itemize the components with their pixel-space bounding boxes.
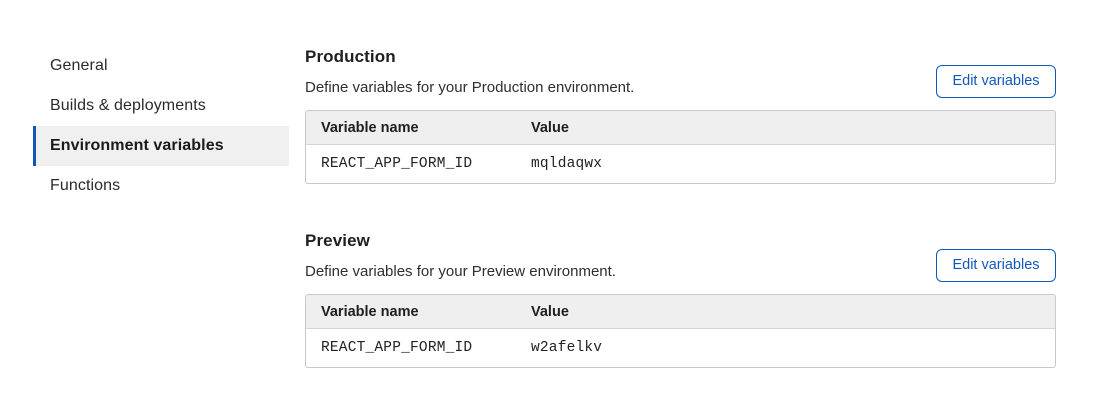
production-section-header: Production Define variables for your Pro… — [305, 46, 1056, 98]
column-header-variable-name: Variable name — [321, 303, 419, 320]
cell-variable-value: mqldaqwx — [531, 156, 603, 172]
section-title: Preview — [305, 231, 370, 250]
preview-variables-table: Variable name Value REACT_APP_FORM_ID w2… — [305, 294, 1056, 368]
table-header-row: Variable name Value — [306, 111, 1055, 145]
edit-variables-button-production[interactable]: Edit variables — [936, 65, 1056, 98]
cell-variable-name: REACT_APP_FORM_ID — [321, 340, 473, 356]
sidebar-item-label: General — [50, 57, 108, 74]
sidebar-item-label: Environment variables — [50, 137, 224, 154]
sidebar-item-label: Builds & deployments — [50, 97, 206, 114]
section-description: Define variables for your Preview enviro… — [305, 263, 616, 280]
sidebar-item-functions[interactable]: Functions — [33, 166, 289, 206]
table-row[interactable]: REACT_APP_FORM_ID w2afelkv — [306, 329, 1055, 367]
cell-variable-value: w2afelkv — [531, 340, 603, 356]
column-header-variable-name: Variable name — [321, 119, 419, 136]
sidebar-item-environment-variables[interactable]: Environment variables — [33, 126, 289, 166]
table-header-row: Variable name Value — [306, 295, 1055, 329]
column-header-value: Value — [531, 119, 569, 136]
production-variables-table: Variable name Value REACT_APP_FORM_ID mq… — [305, 110, 1056, 184]
edit-variables-button-preview[interactable]: Edit variables — [936, 249, 1056, 282]
production-section: Production Define variables for your Pro… — [305, 46, 1056, 184]
sidebar-item-builds-and-deployments[interactable]: Builds & deployments — [33, 86, 289, 126]
sidebar-item-general[interactable]: General — [33, 46, 289, 86]
preview-section-header: Preview Define variables for your Previe… — [305, 230, 1056, 282]
sidebar-item-label: Functions — [50, 177, 121, 194]
settings-sidebar: General Builds & deployments Environment… — [33, 46, 289, 206]
preview-section: Preview Define variables for your Previe… — [305, 230, 1056, 368]
settings-content: Production Define variables for your Pro… — [305, 46, 1056, 368]
section-title: Production — [305, 47, 396, 66]
table-row[interactable]: REACT_APP_FORM_ID mqldaqwx — [306, 145, 1055, 183]
column-header-value: Value — [531, 303, 569, 320]
section-description: Define variables for your Production env… — [305, 79, 635, 96]
cell-variable-name: REACT_APP_FORM_ID — [321, 156, 473, 172]
